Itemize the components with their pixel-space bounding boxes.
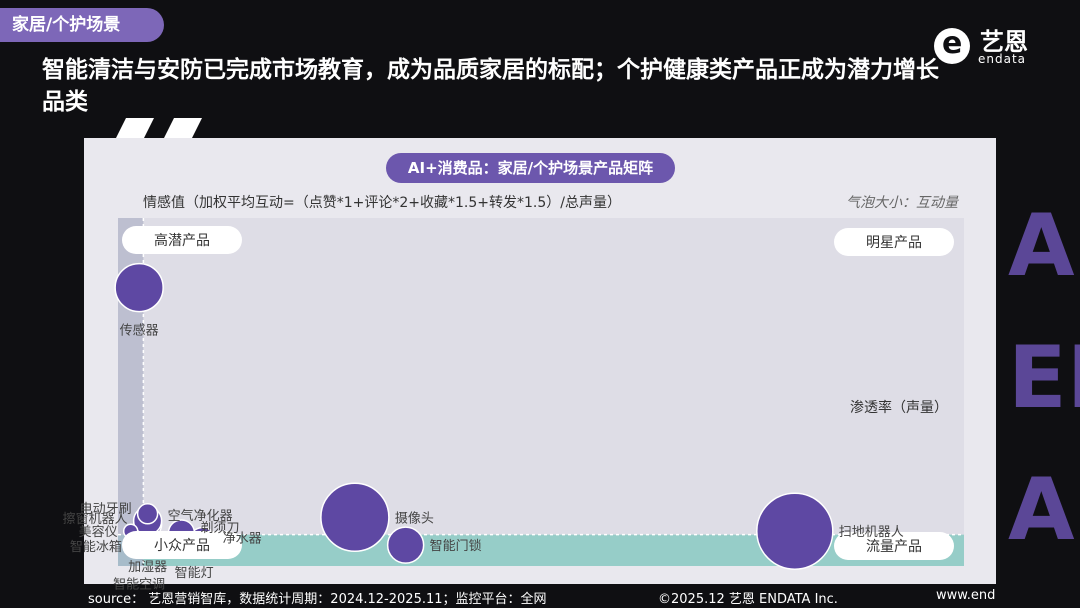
decor-background-text: AL EN AI) [1008, 196, 1080, 560]
bubble-传感器 [114, 262, 164, 313]
bubble-label-智能冰箱: 智能冰箱 [70, 539, 122, 555]
bubble-label-净水器: 净水器 [223, 532, 262, 547]
section-tag: 家居/个护场景 [0, 8, 164, 42]
quadrant-label-bottom-right: 流量产品 [866, 539, 922, 555]
endata-logo-mark-icon [934, 26, 970, 64]
bubble-label-空气净化器: 空气净化器 [168, 508, 233, 524]
bubble-智能门锁 [386, 526, 425, 564]
bubble-label-擦窗机器人: 擦窗机器人 [63, 511, 128, 527]
quadrant-label-top-right-pill [834, 228, 954, 256]
bubble-扫地机器人 [756, 492, 834, 570]
quadrant-top-right-area [143, 218, 964, 535]
bubble-label-智能灯: 智能灯 [175, 566, 214, 581]
bubble-label-电动牙刷: 电动牙刷 [80, 502, 132, 517]
bubble-label-美容仪: 美容仪 [79, 524, 118, 540]
bubble-size-note: 气泡大小：互动量 [846, 195, 958, 211]
page-headline: 智能清洁与安防已完成市场教育，成为品质家居的标配；个护健康类产品正成为潜力增长品… [42, 57, 939, 115]
quadrant-label-bottom-left-pill [122, 531, 242, 559]
bubble-label-传感器: 传感器 [120, 323, 159, 339]
bubble-label-智能门锁: 智能门锁 [430, 538, 482, 554]
quadrant-label-top-left-pill [122, 226, 242, 254]
footer-copyright: ©2025.12 艺恩 ENDATA Inc. [658, 592, 838, 607]
footer-source: source： 艺恩营销智库，数据统计周期：2024.12-2025.11；监控… [88, 592, 547, 607]
bubble-label-摄像头: 摄像头 [395, 511, 434, 526]
quadrant-label-bottom-left: 小众产品 [154, 538, 210, 554]
logo-en-text: endata [978, 52, 1027, 66]
endata-logo: 艺恩 endata [934, 22, 1054, 66]
quadrant-label-bottom-right-pill [834, 532, 954, 560]
bubble-label-智能空调: 智能空调 [113, 577, 165, 592]
chart-title: AI+消费品：家居/个护场景产品矩阵 [386, 153, 675, 183]
x-axis-label: 渗透率（声量） [850, 399, 948, 416]
logo-cn-text: 艺恩 [980, 28, 1028, 56]
footer-url: www.endata.com.cn [936, 588, 996, 603]
bubble-label-扫地机器人: 扫地机器人 [839, 525, 904, 540]
quadrant-label-top-right: 明星产品 [866, 235, 922, 251]
bubble-label-加湿器: 加湿器 [128, 560, 167, 575]
quadrant-label-top-left: 高潜产品 [154, 232, 210, 249]
bubble-摄像头 [320, 482, 390, 553]
y-axis-label: 情感值（加权平均互动=（点赞*1+评论*2+收藏*1.5+转发*1.5）/总声量… [143, 195, 621, 211]
bubble-label-剃须刀: 剃须刀 [200, 521, 239, 536]
bubble-电动牙刷 [136, 503, 159, 525]
